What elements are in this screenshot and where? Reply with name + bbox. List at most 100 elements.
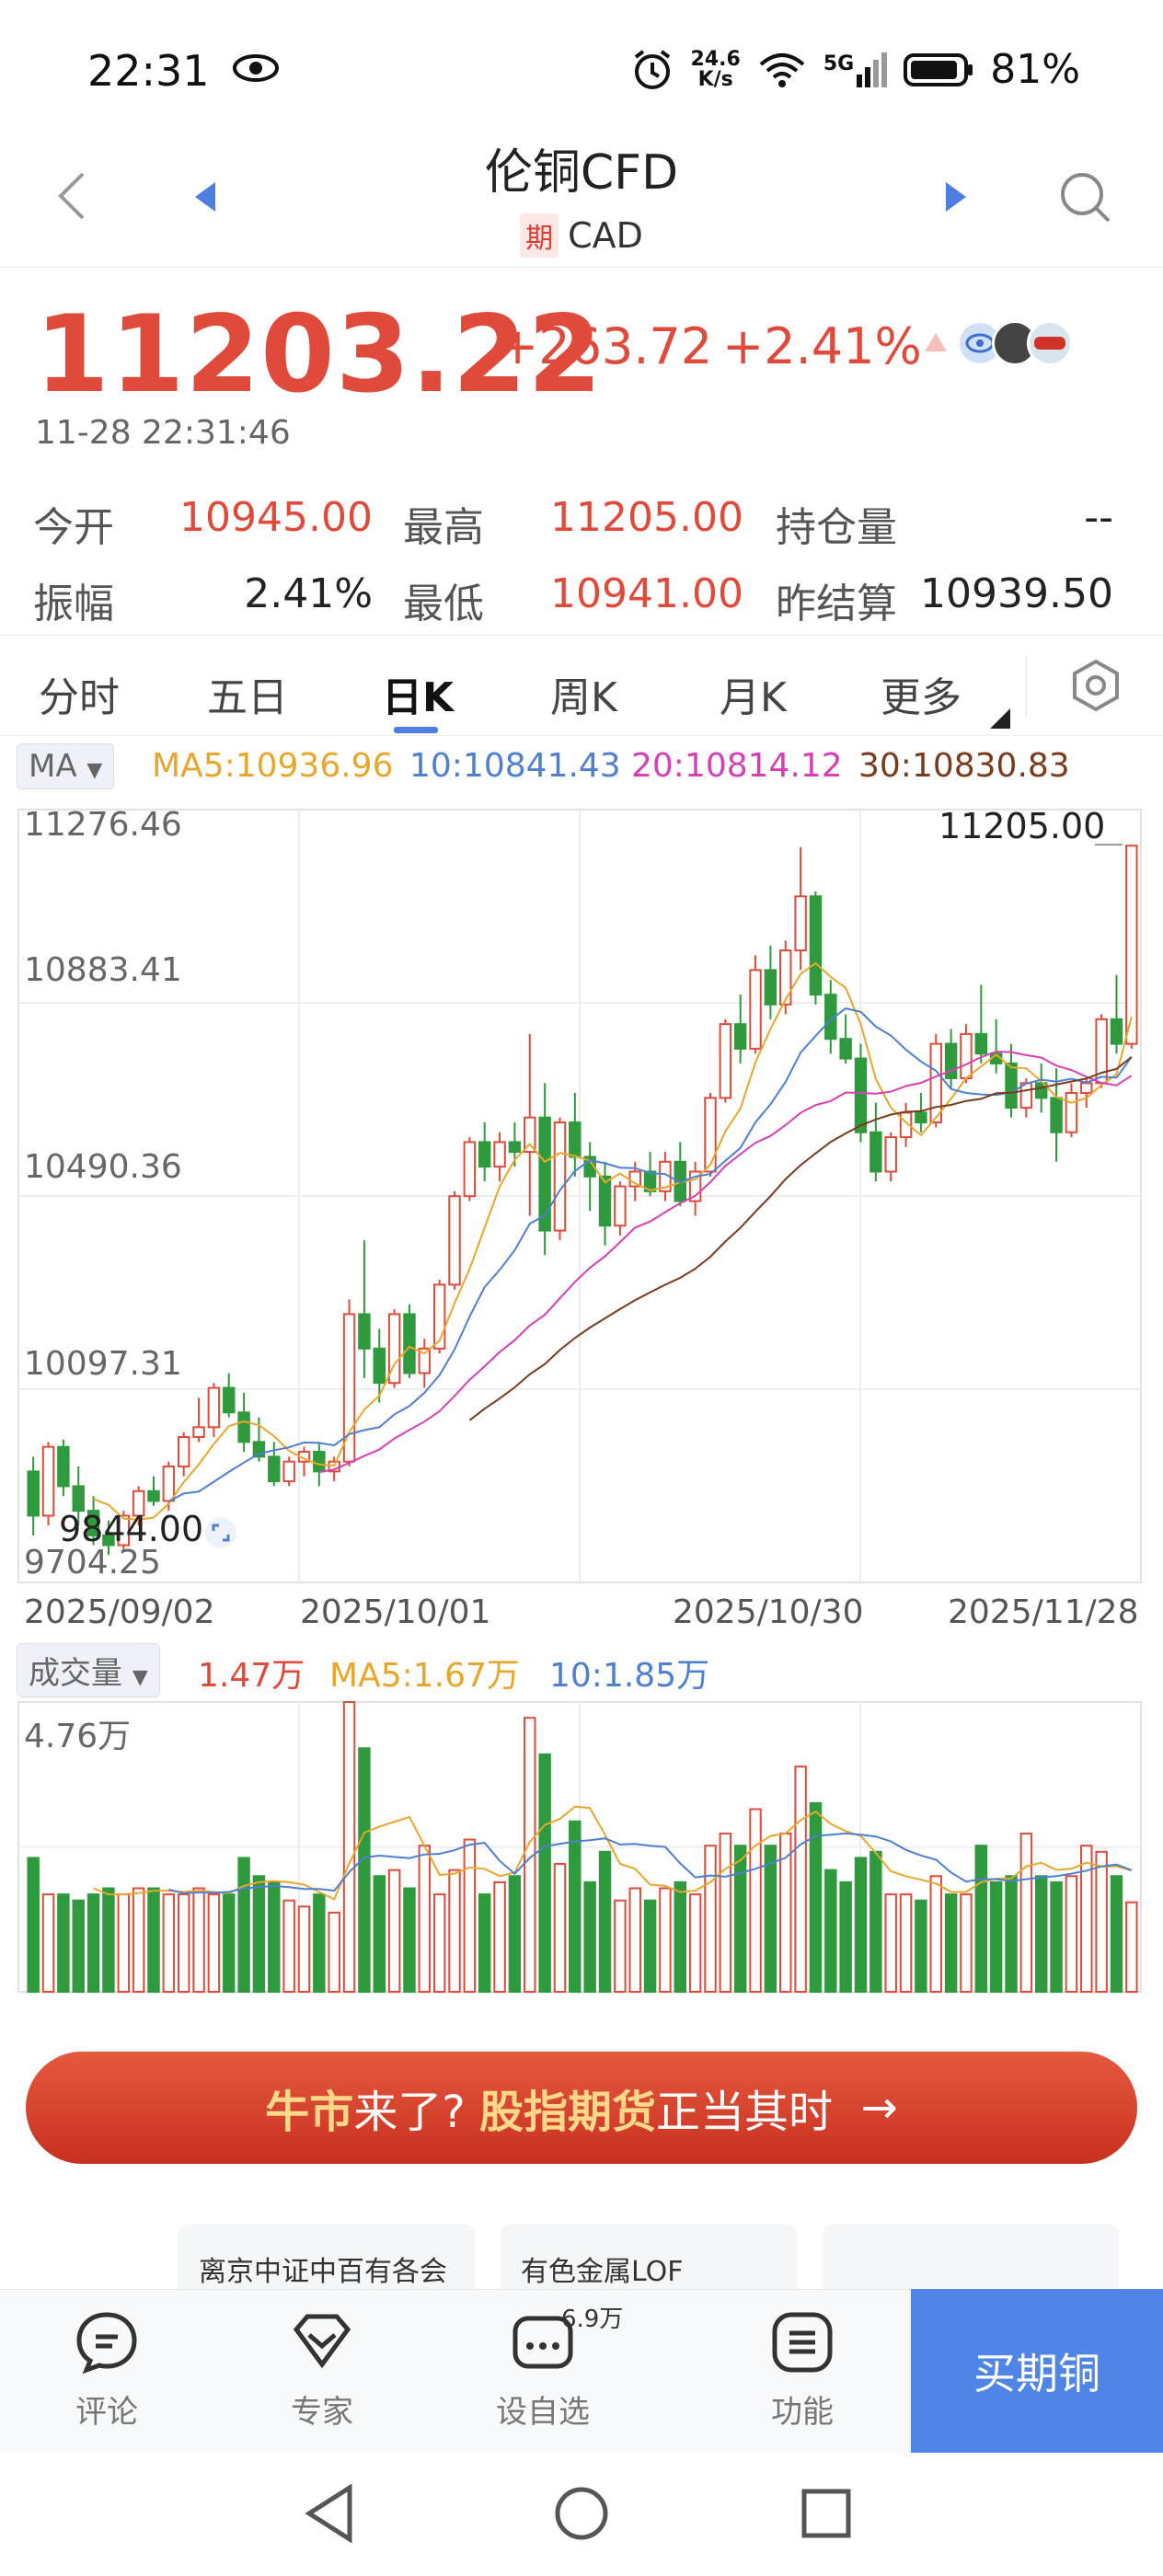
search-icon bbox=[1061, 173, 1111, 223]
y-tick-4: 10097.31 bbox=[24, 1345, 182, 1383]
stat-label-high: 最高 bbox=[403, 504, 484, 551]
high-marker: 11205.00 bbox=[938, 806, 1106, 846]
nav-expert[interactable]: 专家 bbox=[248, 2309, 396, 2432]
volume-chart[interactable] bbox=[0, 1693, 1163, 2001]
chevron-down-icon: ▼ bbox=[86, 759, 103, 782]
candle bbox=[268, 1455, 281, 1483]
volume-bar bbox=[463, 1838, 477, 1993]
battery-pct: 81% bbox=[990, 46, 1080, 93]
nav-functions[interactable]: 功能 bbox=[729, 2309, 876, 2432]
volume-bar bbox=[1110, 1875, 1123, 1993]
candle bbox=[884, 1136, 897, 1173]
volume-bar bbox=[809, 1801, 823, 1994]
related-card-2[interactable]: 有色金属LOF bbox=[501, 2225, 797, 2298]
volume-bar bbox=[508, 1875, 522, 1993]
candle bbox=[929, 1042, 942, 1124]
tab-more[interactable]: 更多 bbox=[881, 674, 961, 721]
candle bbox=[448, 1195, 461, 1286]
volume-bar bbox=[328, 1911, 340, 1993]
volume-bar bbox=[794, 1765, 807, 1993]
candle bbox=[779, 949, 792, 1006]
expand-icon[interactable] bbox=[204, 1516, 237, 1553]
volume-bar bbox=[538, 1753, 551, 1993]
volume-bar bbox=[839, 1880, 852, 1993]
system-back-button[interactable] bbox=[304, 2483, 355, 2547]
ma5-line bbox=[93, 961, 1133, 1521]
buy-button[interactable]: 买期铜 bbox=[911, 2289, 1163, 2453]
volume-bar bbox=[72, 1899, 85, 1993]
tab-daily-k[interactable]: 日K bbox=[382, 674, 455, 721]
tab-monthly-k[interactable]: 月K bbox=[720, 674, 787, 721]
battery-icon bbox=[904, 52, 973, 86]
tab-five-day[interactable]: 五日 bbox=[207, 674, 288, 721]
candle bbox=[598, 1175, 612, 1227]
volume-bar bbox=[252, 1875, 266, 1993]
next-item-button[interactable] bbox=[942, 180, 970, 217]
candle bbox=[252, 1441, 266, 1458]
candle bbox=[86, 1510, 100, 1536]
volume-bar bbox=[854, 1857, 868, 1993]
nav-add-watchlist[interactable]: 设自选 bbox=[469, 2309, 616, 2432]
quote-time: 11-28 22:31:46 bbox=[35, 414, 291, 452]
candle bbox=[72, 1485, 85, 1512]
volume-bar bbox=[643, 1899, 657, 1993]
candle bbox=[749, 969, 762, 1050]
nav-comment[interactable]: 评论 bbox=[33, 2309, 180, 2432]
ma-indicator-select[interactable]: MA ▼ bbox=[17, 743, 115, 789]
candle bbox=[1034, 1082, 1048, 1099]
candle bbox=[869, 1131, 882, 1173]
ma20-legend: 20:10814.12 bbox=[631, 747, 843, 785]
chart-settings-button[interactable] bbox=[1069, 659, 1123, 716]
system-recents-button[interactable] bbox=[800, 2488, 852, 2543]
back-button[interactable] bbox=[55, 170, 88, 225]
banner-text-2: 来了? bbox=[353, 2087, 466, 2138]
candle bbox=[960, 1032, 973, 1079]
code-label: CAD bbox=[568, 215, 643, 256]
volume-bar bbox=[297, 1905, 311, 1993]
search-button[interactable] bbox=[1058, 170, 1113, 229]
y-tick-2: 10883.41 bbox=[24, 951, 182, 989]
prev-item-button[interactable] bbox=[191, 180, 219, 217]
ma20-line bbox=[318, 1051, 1133, 1474]
futures-tag: 期 bbox=[520, 213, 559, 258]
watchlist-count-badge: 6.9万 bbox=[561, 2306, 624, 2333]
volume-bar bbox=[598, 1850, 612, 1993]
candle bbox=[432, 1283, 446, 1350]
price-change-pct: +2.41% bbox=[722, 317, 922, 375]
volume-indicator-select[interactable]: 成交量 ▼ bbox=[17, 1643, 160, 1697]
related-card-3[interactable] bbox=[823, 2225, 1119, 2298]
ma-select-label: MA bbox=[29, 748, 77, 785]
candle bbox=[915, 1111, 927, 1124]
candle bbox=[524, 1116, 536, 1154]
volume-bar bbox=[223, 1893, 236, 1993]
contract-code: 期 CAD bbox=[0, 213, 1163, 258]
volume-bar bbox=[418, 1845, 432, 1993]
candle bbox=[809, 895, 823, 996]
avatar-group[interactable] bbox=[957, 320, 1073, 366]
candlestick-chart[interactable] bbox=[0, 791, 1163, 1619]
candle bbox=[342, 1313, 356, 1463]
volume-bar bbox=[57, 1893, 70, 1993]
tab-weekly-k[interactable]: 周K bbox=[550, 674, 617, 721]
related-card-1[interactable]: 离京中证中百有各会 bbox=[178, 2225, 475, 2298]
candle bbox=[177, 1435, 190, 1468]
candle bbox=[403, 1313, 416, 1374]
volume-bar bbox=[387, 1869, 401, 1993]
candle bbox=[162, 1466, 176, 1502]
candle bbox=[1065, 1091, 1078, 1133]
tab-intraday[interactable]: 分时 bbox=[39, 674, 120, 721]
volume-bar bbox=[960, 1893, 973, 1993]
volume-bar bbox=[749, 1808, 762, 1994]
watchlist-icon bbox=[512, 2316, 573, 2369]
volume-bar bbox=[403, 1887, 416, 1993]
system-home-button[interactable] bbox=[554, 2486, 609, 2545]
dropdown-corner-icon bbox=[990, 708, 1010, 732]
volume-bar bbox=[944, 1893, 958, 1993]
square-recents-icon bbox=[801, 2489, 851, 2538]
up-arrow-icon bbox=[923, 331, 949, 357]
volume-value: 1.47万 bbox=[198, 1657, 305, 1695]
candle bbox=[944, 1042, 958, 1079]
promo-banner[interactable]: 牛市 来了? 股指期货 正当其时 → bbox=[26, 2052, 1137, 2164]
net-speed: 24.6 K/s bbox=[690, 47, 741, 91]
stat-value-amplitude: 2.41% bbox=[244, 570, 373, 617]
